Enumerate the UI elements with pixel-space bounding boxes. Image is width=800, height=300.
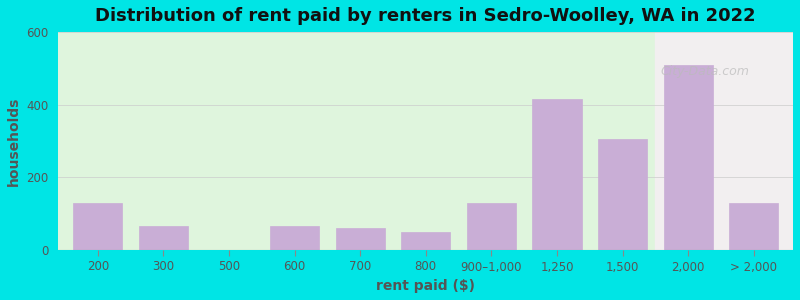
Bar [139,226,188,250]
Bar [270,226,319,250]
Bar [729,203,778,250]
Bar [598,139,647,250]
Bar [532,99,582,250]
Title: Distribution of rent paid by renters in Sedro-Woolley, WA in 2022: Distribution of rent paid by renters in … [95,7,756,25]
Bar [663,65,713,250]
Y-axis label: households: households [7,96,21,186]
Bar [335,228,385,250]
Bar [74,203,122,250]
Bar [58,32,655,250]
Bar [655,32,800,250]
Bar [466,203,516,250]
X-axis label: rent paid ($): rent paid ($) [376,279,475,293]
Text: City-Data.com: City-Data.com [661,65,750,78]
Bar [401,232,450,250]
